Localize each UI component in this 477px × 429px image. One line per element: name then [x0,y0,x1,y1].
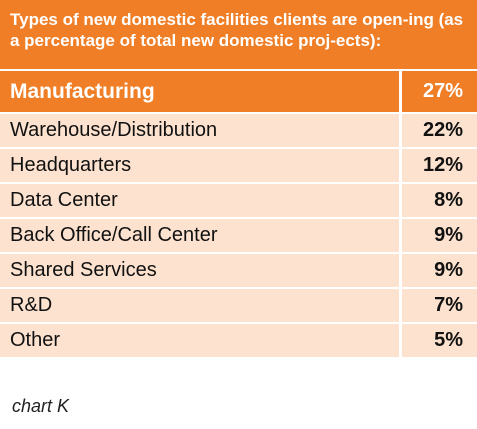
row-label: Back Office/Call Center [0,218,402,253]
table-body: Manufacturing 27% Warehouse/Distribution 22… [0,71,477,358]
row-value: 22% [422,119,463,141]
table-row: Back Office/Call Center 9% [0,218,477,253]
row-value: 5% [434,329,463,351]
chart-title: Types of new domestic facilities clients… [0,0,477,71]
chart-caption: chart K [12,396,70,416]
row-value: 9% [434,224,463,246]
row-label: Shared Services [0,253,402,288]
row-value: 27% [422,80,463,102]
row-value: 7% [434,294,463,316]
row-value: 8% [434,189,463,211]
table-row: Warehouse/Distribution 22% [0,113,477,148]
table-row: R&D 7% [0,288,477,323]
row-label: Headquarters [0,148,402,183]
row-label: Manufacturing [0,71,402,113]
row-label: Warehouse/Distribution [0,113,402,148]
row-value: 9% [434,259,463,281]
data-table-chart: Types of new domestic facilities clients… [0,0,477,359]
table-row: Shared Services 9% [0,253,477,288]
table-row: Other 5% [0,323,477,358]
row-value: 12% [422,154,463,176]
row-label: Data Center [0,183,402,218]
table-row: Headquarters 12% [0,148,477,183]
row-label: R&D [0,288,402,323]
data-table: Manufacturing 27% Warehouse/Distribution 22… [0,71,477,359]
table-row-highlight: Manufacturing 27% [0,71,477,113]
table-row: Data Center 8% [0,183,477,218]
row-label: Other [0,323,402,358]
